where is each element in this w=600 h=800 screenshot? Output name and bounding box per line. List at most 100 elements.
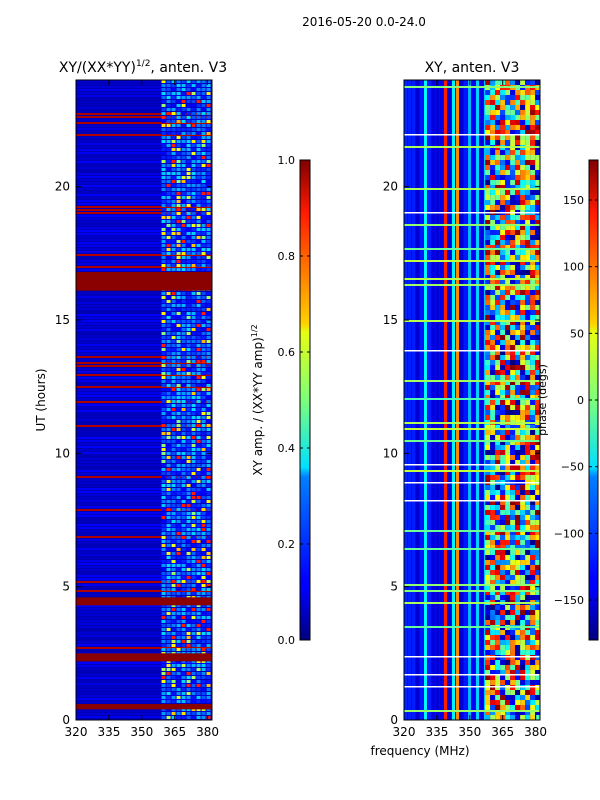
- heatmap-cell: [510, 405, 516, 410]
- heatmap-cell: [171, 184, 176, 187]
- heatmap-cell: [490, 510, 496, 515]
- heatmap-cell: [181, 124, 186, 127]
- heatmap-cell: [530, 260, 536, 265]
- heatmap-cell: [500, 180, 506, 185]
- heatmap-cell: [515, 610, 521, 615]
- heatmap-cell: [495, 695, 501, 700]
- heatmap-cell: [500, 425, 506, 430]
- heatmap-cell: [525, 275, 531, 280]
- heatmap-cell: [191, 252, 196, 255]
- heatmap-cell: [191, 440, 196, 443]
- heatmap-cell: [196, 164, 201, 167]
- heatmap-cell: [181, 384, 186, 387]
- heatmap-cell: [171, 556, 176, 559]
- heatmap-cell: [520, 300, 526, 305]
- heatmap-cell: [181, 256, 186, 259]
- heatmap-cell: [510, 485, 516, 490]
- heatmap-cell: [495, 575, 501, 580]
- heatmap-cell: [535, 425, 540, 430]
- heatmap-cell: [166, 360, 171, 363]
- heatmap-cell: [186, 492, 191, 495]
- heatmap-cell: [171, 448, 176, 451]
- heatmap-cell: [176, 620, 181, 623]
- heatmap-cell: [510, 715, 516, 720]
- heatmap-cell: [181, 112, 186, 115]
- heatmap-cell: [510, 665, 516, 670]
- heatmap-row: [76, 221, 212, 223]
- heatmap-cell: [500, 245, 506, 250]
- heatmap-cell: [171, 432, 176, 435]
- heatmap-cell: [485, 555, 491, 560]
- heatmap-row: [76, 521, 212, 523]
- heatmap-cell: [186, 392, 191, 395]
- heatmap-cell: [161, 408, 166, 411]
- heatmap-row: [76, 89, 212, 91]
- heatmap-cell: [176, 376, 181, 379]
- heatmap-cell: [176, 628, 181, 631]
- heatmap-cell: [176, 592, 181, 595]
- heatmap-cell: [530, 470, 536, 475]
- heatmap-cell: [510, 245, 516, 250]
- heatmap-cell: [186, 300, 191, 303]
- heatmap-cell: [206, 712, 211, 715]
- heatmap-cell: [171, 264, 176, 267]
- heatmap-row: [76, 425, 212, 427]
- heatmap-cell: [535, 535, 540, 540]
- heatmap-cell: [525, 255, 531, 260]
- heatmap-cell: [505, 150, 511, 155]
- heatmap-cell: [510, 170, 516, 175]
- heatmap-cell: [525, 165, 531, 170]
- heatmap-cell: [500, 400, 506, 405]
- heatmap-cell: [181, 536, 186, 539]
- heatmap-cell: [525, 195, 531, 200]
- heatmap-cell: [535, 135, 540, 140]
- heatmap-cell: [191, 436, 196, 439]
- heatmap-cell: [525, 260, 531, 265]
- heatmap-cell: [490, 450, 496, 455]
- heatmap-cell: [530, 345, 536, 350]
- heatmap-cell: [490, 120, 496, 125]
- heatmap-cell: [186, 136, 191, 139]
- heatmap-cell: [191, 124, 196, 127]
- heatmap-cell: [500, 700, 506, 705]
- heatmap-cell: [196, 472, 201, 475]
- heatmap-cell: [520, 150, 526, 155]
- heatmap-cell: [525, 560, 531, 565]
- heatmap-cell: [186, 332, 191, 335]
- heatmap-cell: [500, 495, 506, 500]
- heatmap-cell: [206, 80, 211, 83]
- heatmap-cell: [530, 700, 536, 705]
- heatmap-cell: [520, 360, 526, 365]
- heatmap-cell: [510, 365, 516, 370]
- heatmap-cell: [181, 368, 186, 371]
- heatmap-cell: [166, 412, 171, 415]
- heatmap-cell: [191, 580, 196, 583]
- heatmap-cell: [206, 204, 211, 207]
- heatmap-cell: [181, 172, 186, 175]
- heatmap-cell: [196, 264, 201, 267]
- heatmap-cell: [485, 265, 491, 270]
- heatmap-cell: [485, 95, 491, 100]
- heatmap-cell: [515, 435, 521, 440]
- heatmap-cell: [196, 664, 201, 667]
- heatmap-cell: [535, 90, 540, 95]
- heatmap-cell: [500, 135, 506, 140]
- heatmap-cell: [505, 525, 511, 530]
- heatmap-cell: [161, 628, 166, 631]
- heatmap-cell: [181, 644, 186, 647]
- heatmap-row: [76, 359, 212, 361]
- heatmap-cell: [520, 125, 526, 130]
- heatmap-cell: [535, 620, 540, 625]
- heatmap-cell: [206, 400, 211, 403]
- heatmap-cell: [510, 630, 516, 635]
- heatmap-cell: [520, 115, 526, 120]
- heatmap-cell: [510, 670, 516, 675]
- heatmap-cell: [201, 392, 206, 395]
- heatmap-cell: [490, 710, 496, 715]
- heatmap-cell: [515, 245, 521, 250]
- heatmap-cell: [171, 688, 176, 691]
- heatmap-cell: [490, 605, 496, 610]
- heatmap-cell: [176, 312, 181, 315]
- heatmap-row: [76, 617, 212, 619]
- heatmap-cell: [191, 588, 196, 591]
